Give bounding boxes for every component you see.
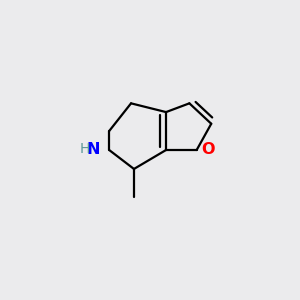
Text: H: H [79, 142, 90, 156]
Text: O: O [202, 142, 215, 158]
Text: N: N [86, 142, 100, 158]
